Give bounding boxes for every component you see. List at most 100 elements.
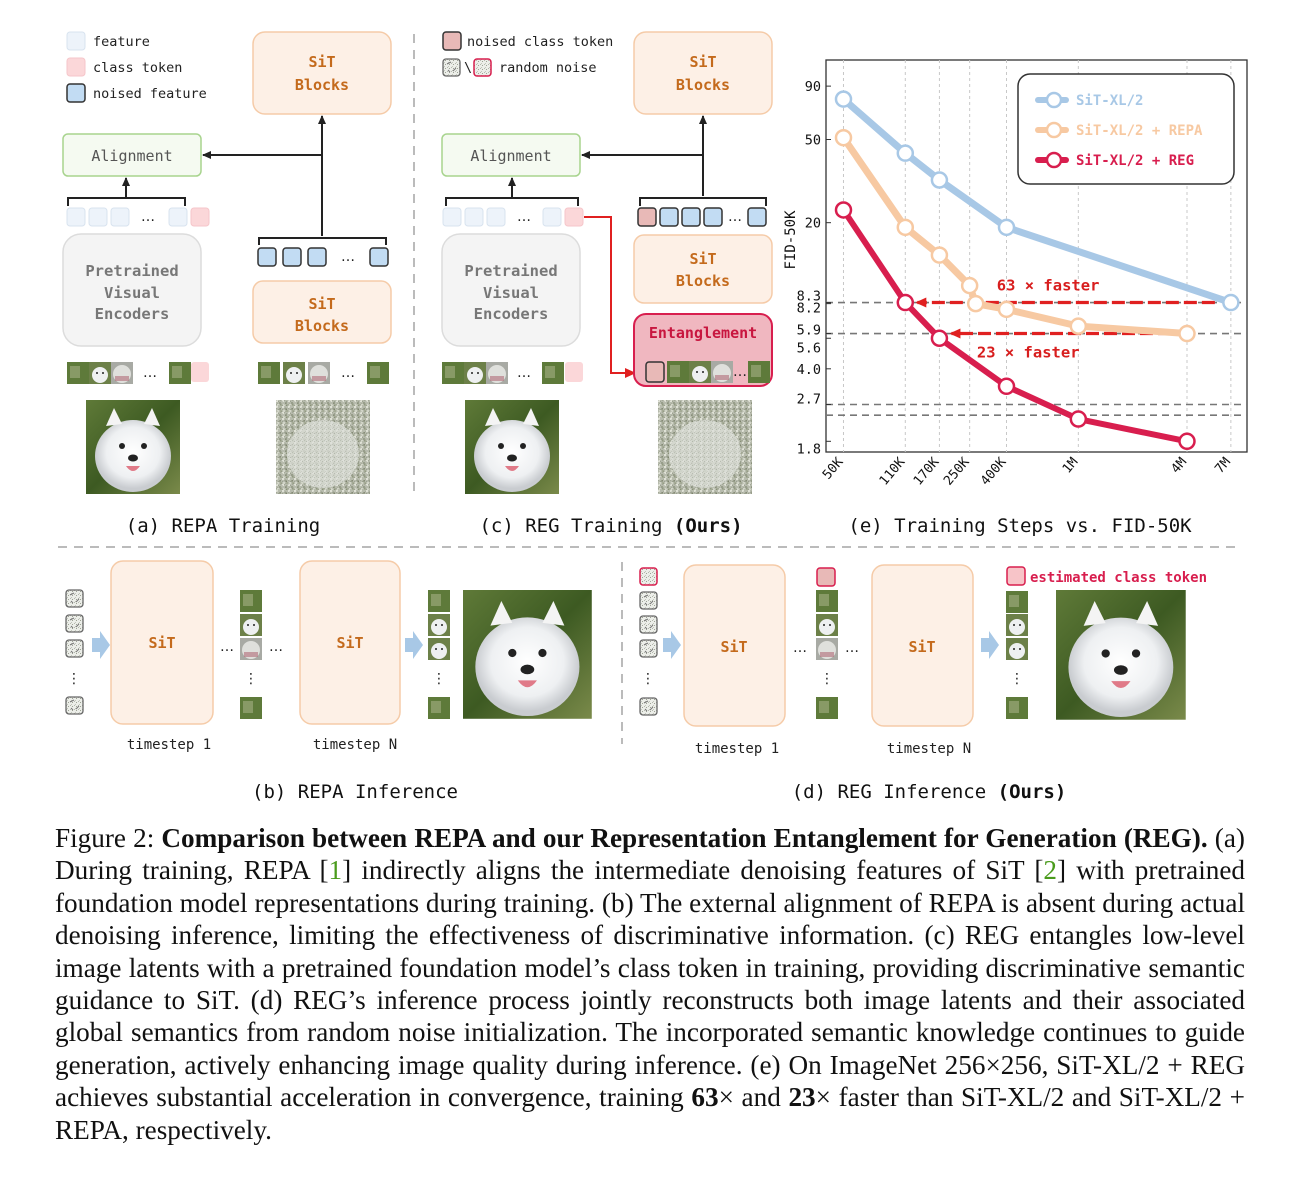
panel-b: ⋮ SiT … ⋮ … SiT ⋮ timestep 1 timestep N …: [66, 561, 592, 803]
chart-x-tick-label: 110K: [877, 455, 909, 489]
chart-annotation-label: 63 × faster: [997, 277, 1100, 295]
chart-legend-marker: [1047, 153, 1061, 167]
svg-text:…: …: [269, 639, 283, 655]
svg-text:SiT: SiT: [689, 250, 716, 268]
svg-text:…: …: [517, 365, 531, 381]
svg-text:\: \: [464, 60, 472, 76]
svg-text:SiT: SiT: [148, 634, 175, 652]
noisy-dog-image-a: [276, 400, 370, 494]
chart-y-tick-label: 20: [805, 216, 821, 232]
chart-legend-marker: [1047, 123, 1061, 137]
svg-text:Blocks: Blocks: [295, 317, 349, 335]
svg-text:Visual: Visual: [483, 284, 539, 302]
chart-y-tick-label: 2.7: [797, 391, 821, 407]
legend-class-token-swatch: [67, 58, 85, 76]
panel-a-title: (a) REPA Training: [126, 515, 320, 537]
legend-class-token-label: class token: [93, 60, 182, 76]
legend-noised-class-label: noised class token: [467, 34, 613, 50]
chart-title: (e) Training Steps vs. FID-50K: [848, 515, 1192, 537]
estimated-class-token-label: estimated class token: [1030, 570, 1207, 586]
svg-text:Pretrained: Pretrained: [464, 262, 557, 280]
svg-text:⋮: ⋮: [820, 671, 834, 687]
chart-data-point: [1071, 412, 1086, 427]
chart-legend-label: SiT-XL/2 + REPA: [1076, 123, 1203, 139]
legend-noised-feature-label: noised feature: [93, 86, 207, 102]
panel-b-title: (b) REPA Inference: [252, 781, 458, 803]
chart-data-point: [999, 220, 1014, 235]
chart-data-point: [836, 92, 851, 107]
chart-data-point: [999, 302, 1014, 317]
svg-text:SiT: SiT: [308, 295, 335, 313]
chart-y-tick-label: 8.2: [797, 301, 821, 317]
chart-x-tick-label: 7M: [1212, 455, 1234, 477]
svg-text:…: …: [517, 209, 531, 225]
noisy-dog-image-c: [658, 400, 752, 494]
chart-data-point: [836, 202, 851, 217]
svg-text:⋮: ⋮: [432, 671, 446, 687]
svg-text:⋮: ⋮: [244, 671, 258, 687]
svg-text:SiT: SiT: [908, 638, 935, 656]
chart-annotation-label: 23 × faster: [977, 344, 1080, 362]
svg-text:SiT: SiT: [336, 634, 363, 652]
panel-c-title: (c) REG Training (Ours): [479, 515, 742, 537]
chart-data-point: [1223, 295, 1238, 310]
page: { "legend_a": { "feature": "feature", "c…: [0, 0, 1298, 1182]
sit-blocks-top-a: [253, 32, 391, 114]
citation-2[interactable]: 2: [1043, 855, 1057, 885]
chart-legend: SiT-XL/2 SiT-XL/2 + REPA SiT-XL/2 + REG: [1018, 74, 1234, 184]
chart-data-point: [1071, 319, 1086, 334]
legend-noised-class-swatch: [443, 32, 461, 50]
timestep-1-label-d: timestep 1: [695, 741, 779, 757]
chart-series-line: [843, 210, 1187, 441]
chart-y-tick-label: 90: [805, 79, 821, 95]
svg-text:Visual: Visual: [104, 284, 160, 302]
chart-data-point: [962, 278, 977, 293]
svg-text:⋮: ⋮: [67, 671, 81, 687]
chart-data-point: [968, 296, 983, 311]
chart-x-tick-label: 400K: [978, 455, 1010, 489]
caption-title: Comparison between REPA and our Represen…: [161, 823, 1207, 853]
panel-d: ⋮ SiT … ⋮ … SiT estimated class token ⋮ …: [640, 565, 1207, 803]
chart-data-point: [999, 379, 1014, 394]
legend-noised-feature-swatch: [67, 84, 85, 102]
svg-text:…: …: [143, 365, 157, 381]
sit-blocks-bottom-c: [634, 235, 772, 303]
figure-diagram: feature class token noised feature SiT B…: [0, 0, 1298, 820]
svg-text:…: …: [728, 209, 742, 225]
chart-y-tick-label: 5.9: [797, 323, 821, 339]
svg-text:SiT: SiT: [689, 53, 716, 71]
svg-text:…: …: [220, 639, 234, 655]
caption-label: Figure 2:: [55, 823, 161, 853]
chart-y-tick-label: 5.6: [797, 340, 821, 356]
chart-data-point: [836, 130, 851, 145]
chart-data-point: [898, 295, 913, 310]
panel-c: noised class token \ random noise SiT Bl…: [442, 32, 772, 537]
chart-data-point: [898, 220, 913, 235]
chart-x-tick-label: 1M: [1060, 455, 1082, 477]
citation-1[interactable]: 1: [329, 855, 343, 885]
chart-x-tick-label: 50K: [820, 455, 847, 483]
sit-label: SiT: [308, 53, 335, 71]
alignment-label: Alignment: [91, 147, 172, 165]
chart-y-tick-label: 1.8: [797, 441, 821, 457]
chart-data-point: [1179, 434, 1194, 449]
chart-y-tick-label: 50: [805, 132, 821, 148]
chart-legend-label: SiT-XL/2: [1076, 93, 1143, 109]
svg-text:SiT: SiT: [720, 638, 747, 656]
sit-blocks-top-c: [634, 32, 772, 114]
svg-text:…: …: [341, 249, 355, 265]
svg-text:…: …: [793, 640, 807, 656]
legend-feature-swatch: [67, 32, 85, 50]
svg-text:Blocks: Blocks: [676, 76, 730, 94]
chart-data-point: [1179, 326, 1194, 341]
chart-x-tick-label: 170K: [911, 455, 943, 489]
chart-legend-marker: [1047, 93, 1061, 107]
svg-text:…: …: [141, 209, 155, 225]
svg-text:…: …: [733, 364, 747, 380]
svg-text:Alignment: Alignment: [470, 147, 551, 165]
dog-image-a: [86, 400, 180, 494]
chart-fid-vs-steps: 63 × faster23 × faster 9050208.38.25.95.…: [783, 60, 1247, 537]
chart-data-point: [932, 173, 947, 188]
estimated-class-token-swatch: [1007, 567, 1025, 585]
svg-text:Encoders: Encoders: [95, 305, 170, 323]
